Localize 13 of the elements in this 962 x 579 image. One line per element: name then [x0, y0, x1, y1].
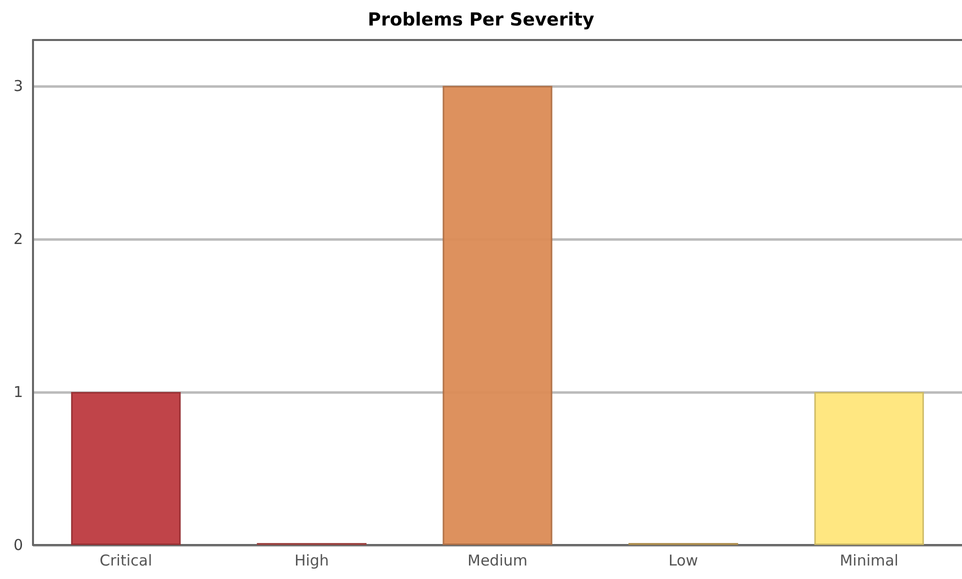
y-tick-label: 1: [13, 382, 23, 401]
x-tick-label: Minimal: [840, 552, 898, 570]
x-tick-label: High: [294, 552, 329, 570]
y-tick-label: 2: [13, 230, 23, 248]
bar: [442, 86, 552, 545]
bar: [814, 392, 924, 545]
bar: [71, 392, 181, 545]
x-tick-label: Critical: [100, 552, 152, 570]
x-tick-label: Low: [668, 552, 698, 570]
x-tick-label: Medium: [468, 552, 528, 570]
y-tick-label: 3: [13, 76, 23, 95]
chart-title: Problems Per Severity: [368, 10, 594, 30]
y-tick-label: 0: [13, 536, 23, 554]
